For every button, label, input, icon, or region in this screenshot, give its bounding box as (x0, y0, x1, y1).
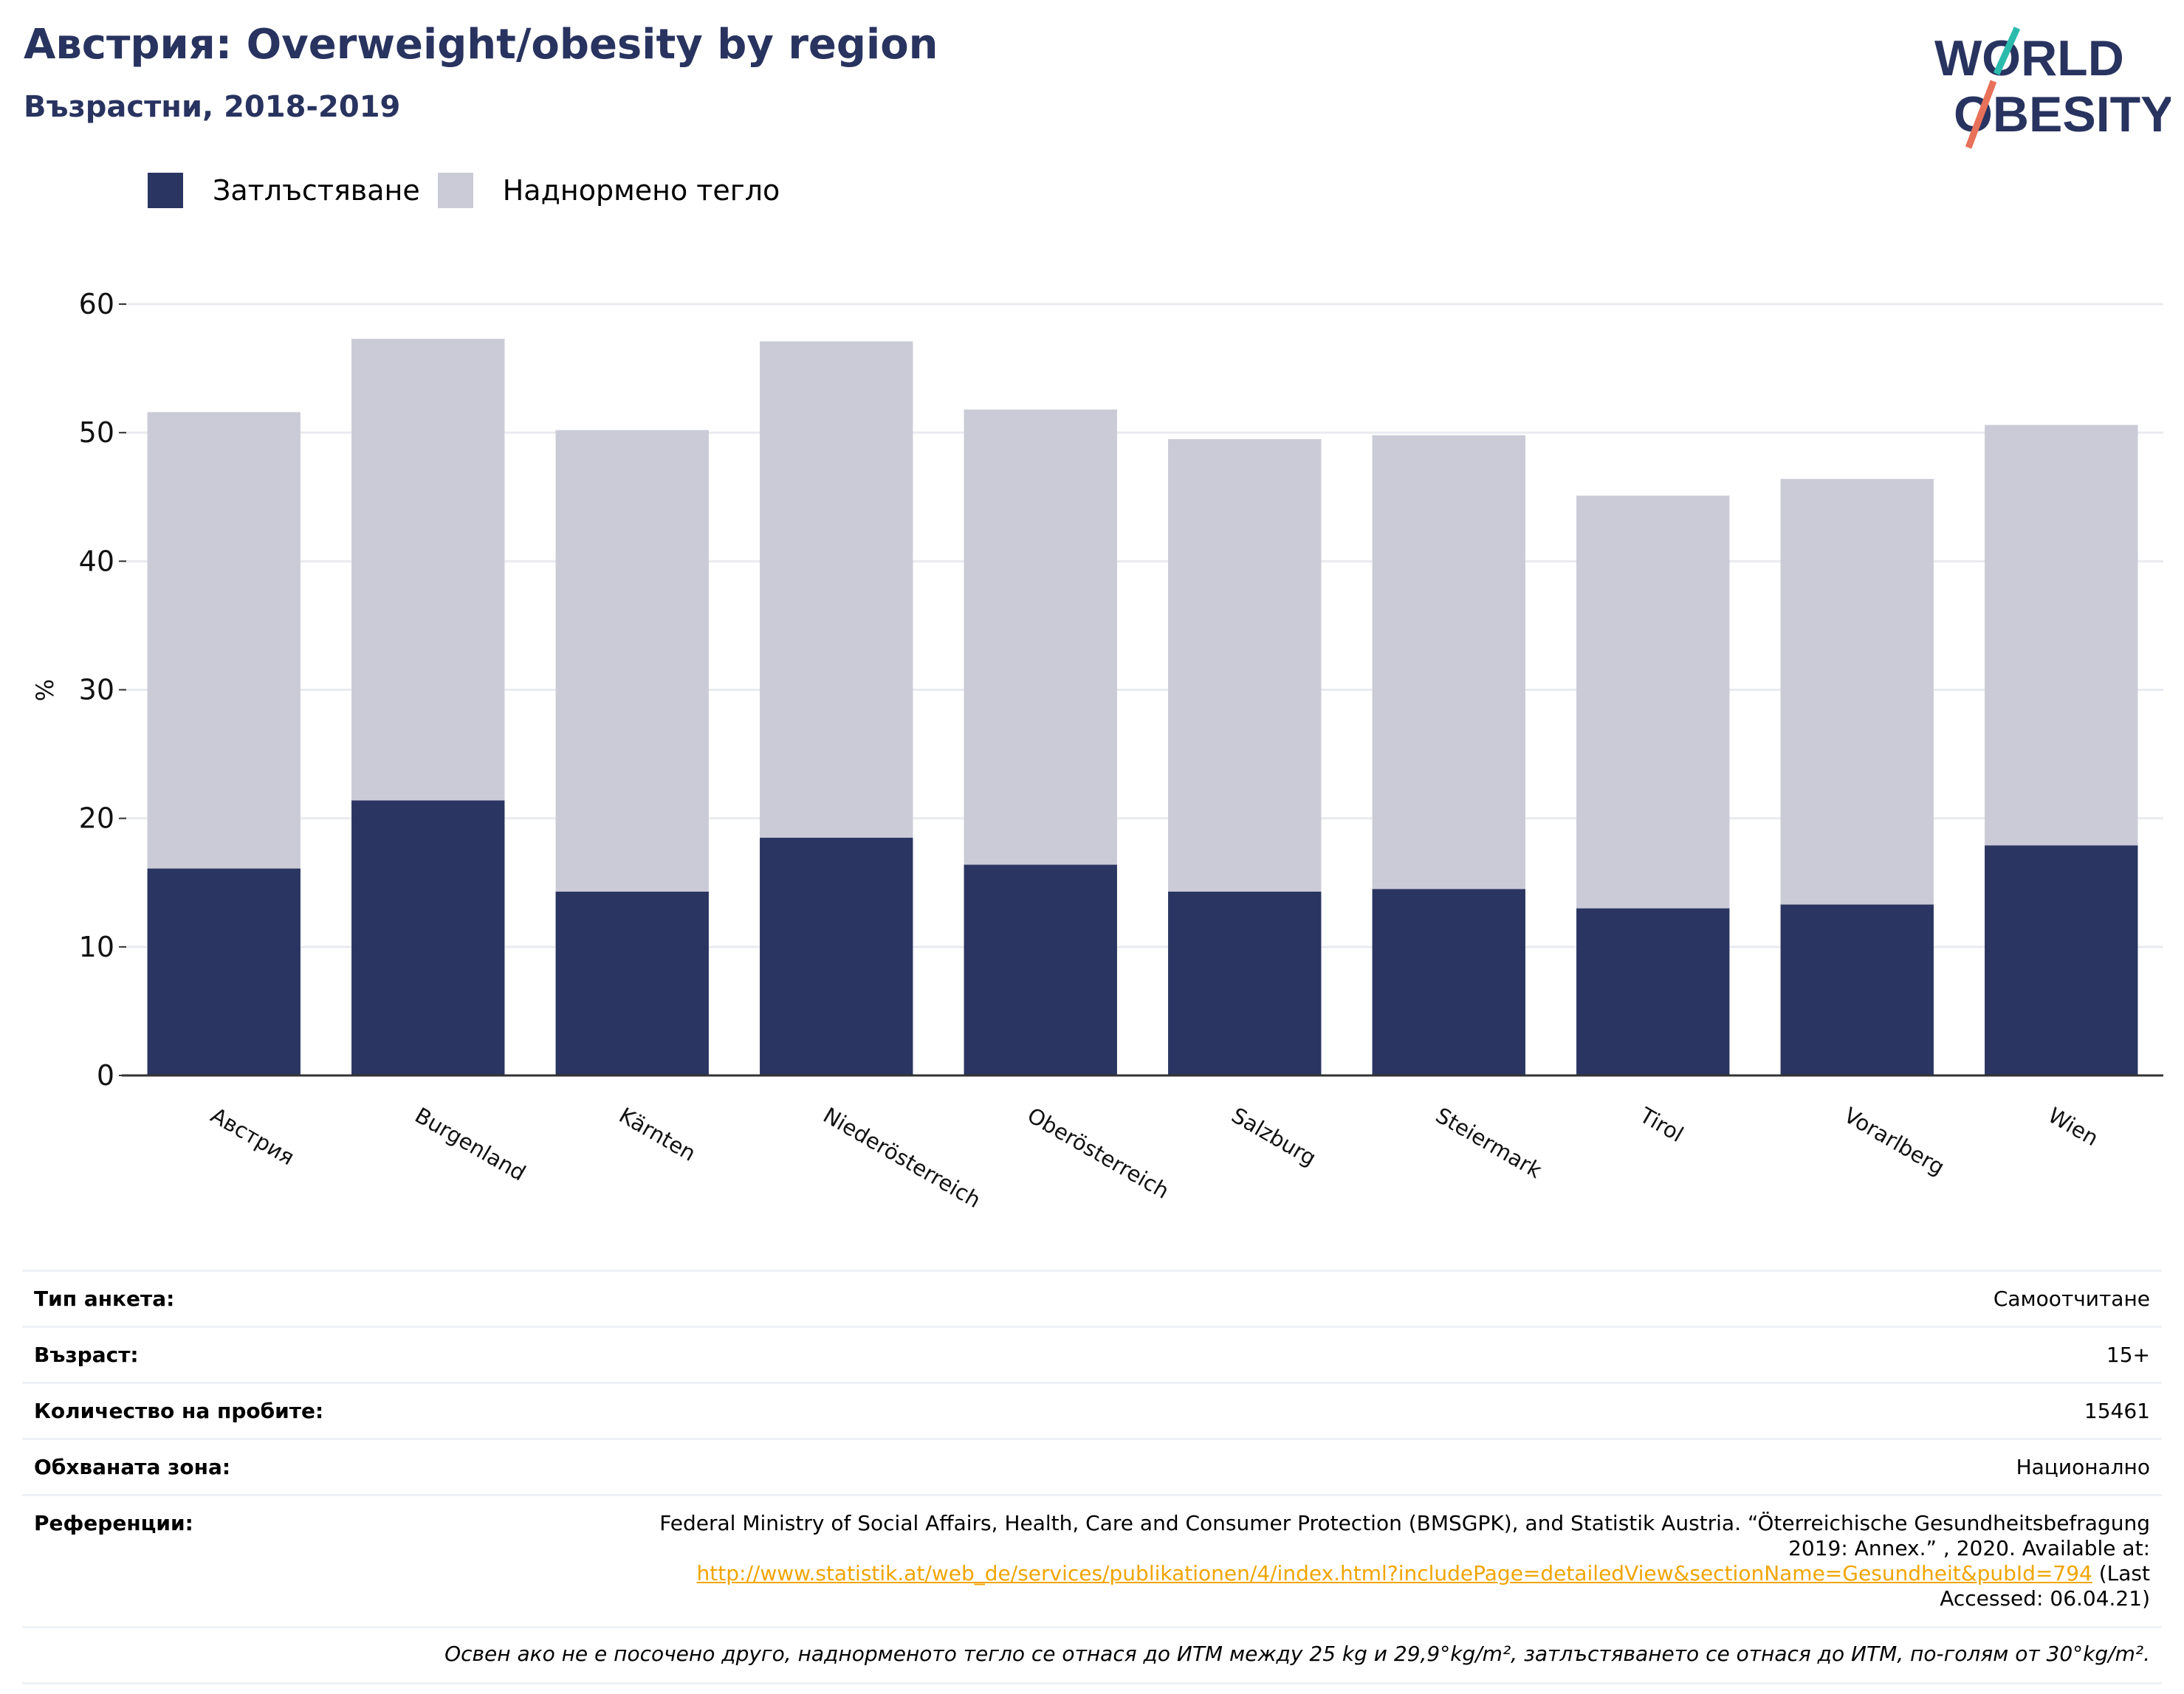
legend-swatch-overweight (437, 173, 473, 208)
definition-note: Освен ако не е посочено друго, наднормен… (22, 1626, 2162, 1684)
info-row-references: Референции: Federal Ministry of Social A… (22, 1494, 2162, 1626)
bar-overweight (1780, 478, 1934, 905)
references-value: Federal Ministry of Social Affairs, Heal… (600, 1511, 2150, 1611)
x-tick-label: Steiermark (1432, 1103, 1546, 1183)
references-label: Референции: (34, 1511, 193, 1535)
bar-obesity (1985, 845, 2138, 1075)
x-tick-label: Австрия (207, 1103, 299, 1171)
bar-obesity (351, 800, 505, 1075)
bar-obesity (760, 837, 913, 1075)
stacked-bar-chart: 0 10 20 30 40 50 60% Австрия Burgenland Kärnten Ni… (31, 288, 2163, 1213)
info-row-survey-type: Тип анкета: Самоотчитане (22, 1270, 2162, 1326)
survey-type-label: Тип анкета: (34, 1287, 175, 1311)
y-tick-label: 0 (97, 1059, 114, 1092)
age-label: Възраст: (34, 1343, 139, 1367)
info-row-coverage: Обхваната зона: Национално (22, 1438, 2162, 1494)
bar-obesity (555, 891, 709, 1075)
x-tick-label: Kärnten (615, 1103, 700, 1166)
bar-overweight (1168, 438, 1322, 892)
references-text: Federal Ministry of Social Affairs, Heal… (659, 1511, 2150, 1560)
logo-slash-bottom (1965, 80, 1997, 149)
bar-obesity (964, 864, 1117, 1075)
x-tick-label: Salzburg (1227, 1103, 1320, 1171)
y-tick-label: 20 (79, 802, 114, 835)
bar-obesity (1372, 889, 1525, 1075)
survey-info-table: Тип анкета: Самоотчитане Възраст: 15+ Ко… (22, 1270, 2162, 1684)
x-tick-label: Vorarlberg (1840, 1103, 1949, 1180)
bar-overweight (351, 339, 505, 801)
bar-overweight (760, 341, 913, 838)
logo-word-world: WORLD (1934, 30, 2124, 86)
bar-obesity (1780, 904, 1934, 1075)
bar-overweight (964, 409, 1117, 865)
age-value: 15+ (2106, 1343, 2150, 1367)
bar-overweight (1576, 495, 1730, 909)
y-axis-label: % (31, 679, 59, 701)
bar-overweight (555, 430, 709, 892)
references-accessed: (Last Accessed: 06.04.21) (1940, 1561, 2150, 1611)
world-obesity-logo: WORLD OBESITY (1934, 27, 2171, 149)
chart-title: Австрия: Overweight/obesity by region (24, 21, 938, 69)
bar-obesity (1576, 908, 1730, 1075)
legend-label-obesity: Затлъстяване (213, 174, 420, 207)
legend-swatch-obesity (148, 173, 183, 208)
definition-note-text: Освен ако не е посочено друго, наднормен… (444, 1642, 2150, 1666)
y-tick-label: 10 (79, 931, 114, 963)
x-tick-label: Tirol (1635, 1102, 1688, 1147)
references-link[interactable]: http://www.statistik.at/web_de/services/… (696, 1561, 2092, 1585)
chart-subtitle: Възрастни, 2018-2019 (24, 90, 401, 124)
coverage-value: Национално (2016, 1455, 2150, 1479)
sample-size-value: 15461 (2084, 1399, 2150, 1423)
x-tick-label: Oberösterreich (1023, 1103, 1174, 1204)
bar-obesity (147, 868, 301, 1075)
logo-slash-top (1993, 27, 2021, 75)
info-row-sample-size: Количество на пробите: 15461 (22, 1382, 2162, 1438)
legend-item-overweight[interactable]: Наднормено тегло (437, 173, 780, 208)
legend-label-overweight: Наднормено тегло (502, 174, 780, 207)
sample-size-label: Количество на пробите: (34, 1399, 324, 1423)
bar-obesity (1168, 891, 1322, 1075)
y-tick-label: 60 (79, 288, 114, 320)
bar-overweight (1372, 435, 1525, 889)
bar-overweight (147, 412, 301, 869)
y-tick-label: 40 (79, 545, 114, 577)
coverage-label: Обхваната зона: (34, 1455, 231, 1479)
bar-overweight (1985, 424, 2138, 846)
x-tick-label: Wien (2044, 1103, 2103, 1151)
x-tick-label: Burgenland (411, 1103, 530, 1186)
info-row-age: Възраст: 15+ (22, 1326, 2162, 1382)
y-tick-label: 30 (79, 674, 114, 706)
x-tick-label: Niederösterreich (819, 1103, 985, 1213)
survey-type-value: Самоотчитане (1993, 1287, 2150, 1311)
legend-item-obesity[interactable]: Затлъстяване (148, 173, 420, 208)
y-tick-label: 50 (79, 416, 114, 449)
chart-legend: Затлъстяване Наднормено тегло (148, 170, 797, 211)
